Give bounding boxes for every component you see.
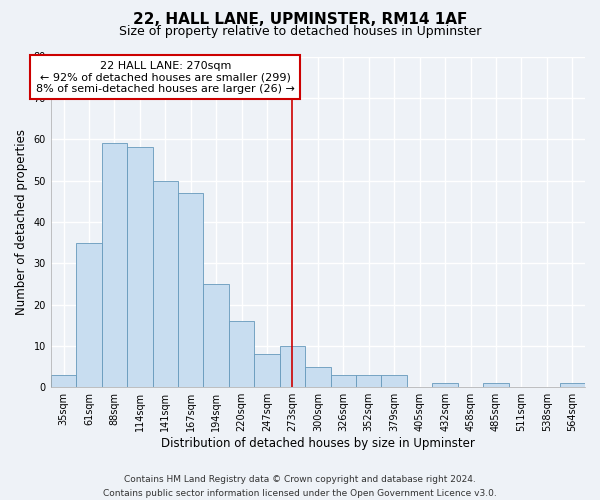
Bar <box>127 148 152 387</box>
Bar <box>433 383 458 387</box>
Bar <box>356 375 382 387</box>
Bar <box>101 144 127 387</box>
Bar <box>280 346 305 387</box>
Bar <box>305 366 331 387</box>
Bar <box>229 321 254 387</box>
Text: 22 HALL LANE: 270sqm
← 92% of detached houses are smaller (299)
8% of semi-detac: 22 HALL LANE: 270sqm ← 92% of detached h… <box>36 60 295 94</box>
Text: 22, HALL LANE, UPMINSTER, RM14 1AF: 22, HALL LANE, UPMINSTER, RM14 1AF <box>133 12 467 28</box>
Bar <box>560 383 585 387</box>
Bar <box>331 375 356 387</box>
X-axis label: Distribution of detached houses by size in Upminster: Distribution of detached houses by size … <box>161 437 475 450</box>
Bar <box>76 242 101 387</box>
Text: Size of property relative to detached houses in Upminster: Size of property relative to detached ho… <box>119 25 481 38</box>
Bar <box>483 383 509 387</box>
Text: Contains HM Land Registry data © Crown copyright and database right 2024.
Contai: Contains HM Land Registry data © Crown c… <box>103 476 497 498</box>
Bar <box>51 375 76 387</box>
Bar <box>203 284 229 387</box>
Bar <box>152 180 178 387</box>
Y-axis label: Number of detached properties: Number of detached properties <box>15 129 28 315</box>
Bar <box>382 375 407 387</box>
Bar <box>178 193 203 387</box>
Bar <box>254 354 280 387</box>
